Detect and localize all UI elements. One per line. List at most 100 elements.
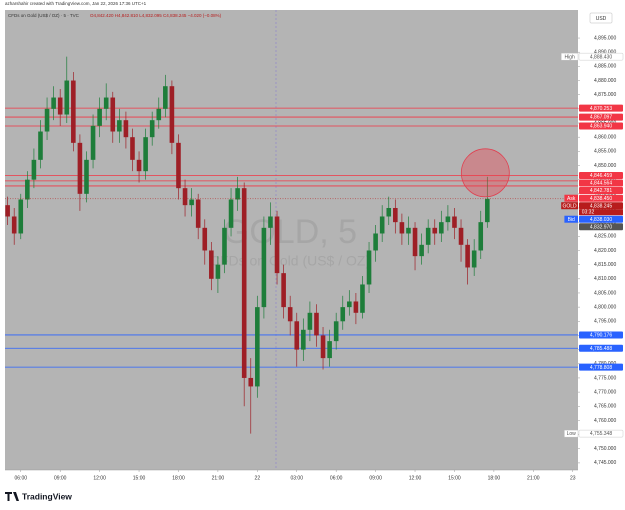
price-tag-label: 4,778.808 xyxy=(590,365,612,371)
countdown: 03:32 xyxy=(582,210,595,216)
x-tick-label: 23 xyxy=(570,475,576,481)
candle-body xyxy=(222,227,227,265)
y-tick-label: 4,750.000 xyxy=(594,446,616,452)
x-tick-label: 21:00 xyxy=(212,475,225,481)
candle-body xyxy=(419,244,424,257)
candle-body xyxy=(399,222,405,234)
candle-body xyxy=(44,108,50,132)
x-tick-label: 15:00 xyxy=(448,475,461,481)
candle-body xyxy=(71,80,76,143)
candle-body xyxy=(163,86,168,109)
candle-body xyxy=(123,120,129,138)
candle-body xyxy=(38,131,43,160)
y-tick-label: 4,760.000 xyxy=(594,418,616,424)
watermark-sub: CFDs on Gold (US$ / OZ) xyxy=(210,253,370,269)
logo: TradingView xyxy=(5,491,72,501)
price-tag xyxy=(579,331,623,339)
x-tick-label: 18:00 xyxy=(172,475,185,481)
candle-body xyxy=(406,227,411,234)
candle-body xyxy=(130,137,135,160)
x-tick-label: 21:00 xyxy=(527,475,540,481)
tag-name: High xyxy=(564,54,575,60)
price-tag-label: 4,842.781 xyxy=(590,188,612,194)
price-tag-label: 4,870.253 xyxy=(590,106,612,112)
candle-body xyxy=(117,120,122,132)
candle-body xyxy=(97,108,102,126)
y-tick-label: 4,885.000 xyxy=(594,64,616,70)
logo-mark xyxy=(5,492,19,501)
candle-body xyxy=(393,207,398,223)
candle-body xyxy=(281,273,286,308)
candle-body xyxy=(366,250,372,285)
y-tick-label: 4,795.000 xyxy=(594,319,616,325)
candle-body xyxy=(360,284,365,313)
candle-body xyxy=(425,227,431,245)
candle-body xyxy=(5,205,10,217)
tag-name: Ask xyxy=(567,196,576,202)
x-tick-label: 06:00 xyxy=(330,475,343,481)
price-tag-label: 4,832.970 xyxy=(590,224,612,230)
x-tick-label: 15:00 xyxy=(133,475,146,481)
y-tick-label: 4,850.000 xyxy=(594,163,616,169)
countdown-box xyxy=(579,209,623,216)
candle-body xyxy=(353,301,359,313)
tag-name: Bid xyxy=(568,217,575,223)
candle-body xyxy=(439,222,444,234)
currency[interactable]: USD xyxy=(596,16,607,22)
candle-body xyxy=(255,307,260,387)
y-tick-label: 4,855.000 xyxy=(594,149,616,155)
price-tag xyxy=(579,215,623,223)
candle-body xyxy=(176,142,181,189)
candle-body xyxy=(11,216,17,234)
candle-body xyxy=(268,216,273,228)
price-tag xyxy=(579,122,623,130)
currency-box[interactable] xyxy=(589,12,613,24)
candle-body xyxy=(452,216,457,228)
candle-body xyxy=(373,233,378,251)
price-tag xyxy=(579,363,623,371)
candle-body xyxy=(307,312,313,330)
x-tick-label: 12:00 xyxy=(409,475,422,481)
candle-body xyxy=(379,216,385,234)
price-tag-label: 4,844.564 xyxy=(590,181,612,187)
candle-body xyxy=(90,125,96,160)
candle-body xyxy=(209,250,214,279)
candle-body xyxy=(485,198,490,223)
price-tag-label: 4,838.245 xyxy=(590,203,612,209)
y-tick-label: 4,825.000 xyxy=(594,234,616,240)
y-tick-label: 4,815.000 xyxy=(594,262,616,268)
price-tag xyxy=(579,194,623,202)
candle-body xyxy=(287,307,293,322)
candle-body xyxy=(189,199,194,206)
candle-body xyxy=(182,188,188,206)
candle-body xyxy=(57,97,63,115)
price-tag xyxy=(579,344,623,352)
highlight-circle xyxy=(460,148,510,198)
candle-body xyxy=(294,321,300,350)
x-tick-label: 09:00 xyxy=(369,475,382,481)
candle-body xyxy=(333,321,339,342)
y-tick-label: 4,745.000 xyxy=(594,460,616,466)
candle-body xyxy=(156,108,162,121)
y-tick-label: 4,820.000 xyxy=(594,248,616,254)
candle-body xyxy=(110,97,116,132)
y-tick-label: 4,880.000 xyxy=(594,78,616,84)
price-axis xyxy=(578,10,625,470)
price-tag-label: 4,838.030 xyxy=(590,217,612,223)
candle-body xyxy=(320,335,326,359)
price-tag xyxy=(579,223,623,231)
price-tag-label: 4,846.459 xyxy=(590,173,612,179)
candle-body xyxy=(314,312,319,336)
candle-body xyxy=(432,227,438,234)
price-tag xyxy=(578,429,624,438)
candle-body xyxy=(340,307,346,322)
candle-body xyxy=(215,264,221,279)
x-tick-label: 22 xyxy=(255,475,261,481)
y-tick-label: 4,770.000 xyxy=(594,389,616,395)
candle-body xyxy=(25,179,30,200)
price-tag-label: 4,888.430 xyxy=(590,54,612,60)
candle-body xyxy=(149,120,155,138)
candle-body xyxy=(64,80,70,115)
x-tick-label: 06:00 xyxy=(15,475,28,481)
